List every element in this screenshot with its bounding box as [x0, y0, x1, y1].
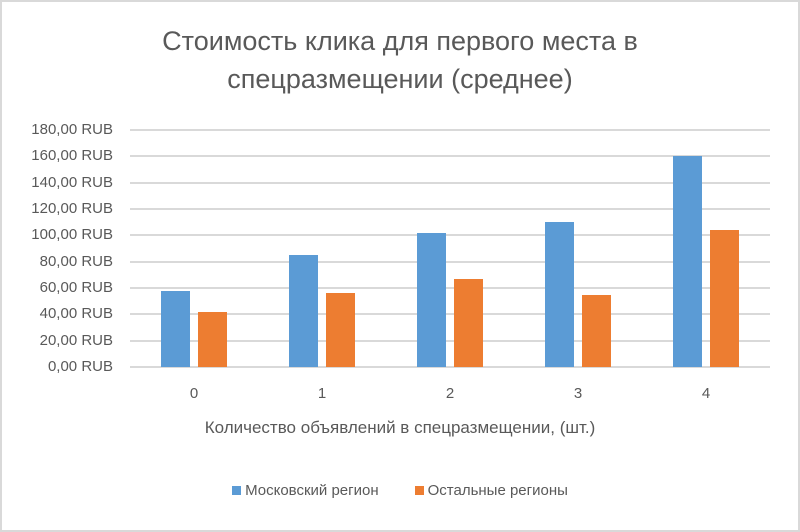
bar-moscow-0[interactable] — [161, 290, 190, 367]
gridline — [130, 339, 770, 342]
y-tick-label: 0,00 RUB — [47, 358, 113, 375]
x-tick-label: 0 — [189, 385, 199, 402]
gridline — [130, 366, 770, 368]
gridline — [130, 287, 770, 289]
x-tick-label: 4 — [701, 385, 711, 402]
y-tick-label: 160,00 RUB — [31, 147, 113, 165]
y-tick-label: 100,00 RUB — [31, 226, 113, 244]
gridline — [130, 208, 770, 210]
y-tick-label: 40,00 RUB — [39, 305, 113, 323]
y-tick-label: 120,00 RUB — [31, 200, 113, 217]
y-tick-label: 180,00 RUB — [31, 121, 113, 138]
x-axis-title: Количество объявлений в спецразмещении, … — [204, 418, 596, 437]
chart-title-line-2: спецразмещении (среднее) — [227, 64, 573, 94]
x-tick-label: 2 — [445, 385, 455, 402]
y-tick-label: 20,00 RUB — [39, 331, 113, 349]
legend-item-other[interactable]: Остальные регионы — [414, 482, 568, 499]
gridline — [130, 234, 770, 237]
plot-area — [130, 129, 770, 368]
y-tick-label: 140,00 RUB — [31, 173, 113, 191]
legend-label: Московский регион — [245, 482, 379, 499]
legend-swatch-icon — [414, 486, 424, 495]
y-tick-label: 80,00 RUB — [39, 252, 113, 270]
bar-moscow-2[interactable] — [417, 232, 446, 367]
bar-moscow-1[interactable] — [289, 255, 318, 367]
legend-label: Остальные регионы — [427, 482, 568, 499]
x-tick-label: 1 — [317, 385, 327, 402]
gridline — [130, 313, 770, 316]
legend-swatch-icon — [232, 486, 242, 495]
legend: Московский регион Остальные регионы — [0, 482, 800, 499]
bar-other-0[interactable] — [198, 311, 227, 367]
gridline — [130, 260, 770, 263]
legend-item-moscow[interactable]: Московский регион — [232, 482, 379, 499]
gridline — [130, 129, 770, 131]
chart-title-line-1: Стоимость клика для первого места в — [162, 26, 638, 56]
y-tick-label: 60,00 RUB — [39, 279, 113, 296]
bar-moscow-3[interactable] — [545, 222, 574, 367]
chart-title: Стоимость клика для первого места в спец… — [0, 22, 800, 98]
bar-other-4[interactable] — [710, 230, 739, 367]
gridline — [130, 181, 770, 184]
bar-other-2[interactable] — [454, 278, 483, 367]
bar-other-3[interactable] — [582, 294, 611, 367]
gridline — [130, 155, 770, 158]
bar-other-1[interactable] — [326, 293, 355, 367]
x-tick-label: 3 — [573, 385, 583, 402]
bar-moscow-4[interactable] — [673, 156, 702, 367]
